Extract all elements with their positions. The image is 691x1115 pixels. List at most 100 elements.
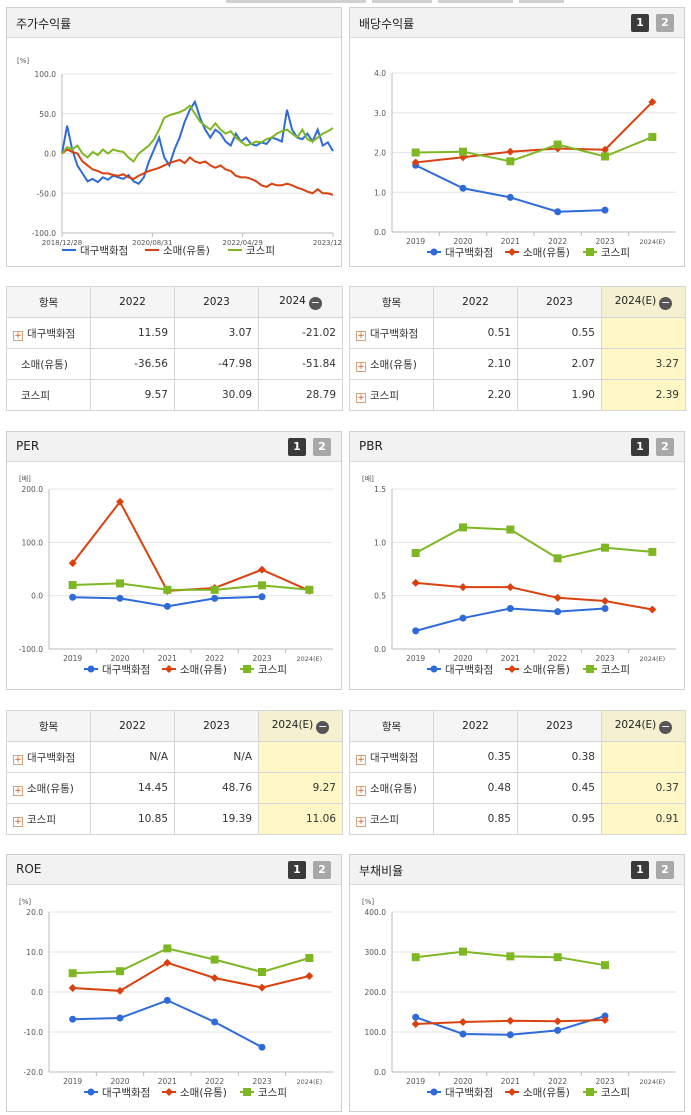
expand-plus-icon[interactable]: +: [356, 754, 366, 765]
table-row: + 코스피 0.85 0.95 0.91: [349, 803, 686, 835]
view-2-button[interactable]: 2: [313, 438, 331, 456]
y-tick-label: 20.0: [26, 908, 43, 917]
y-tick-label: 2.0: [374, 149, 386, 158]
expand-plus-icon[interactable]: +: [356, 785, 366, 796]
data-point: [430, 1088, 438, 1096]
col-header: 2023: [517, 286, 602, 318]
x-tick-label: 2022: [205, 654, 224, 663]
y-tick-label: 50.0: [39, 110, 56, 119]
series-line: [72, 999, 263, 1049]
value-cell: [601, 317, 686, 349]
top-tab-fragment: [438, 0, 513, 3]
value-cell: 28.79: [258, 379, 343, 411]
y-tick-label: 0.0: [374, 228, 386, 237]
data-point: [68, 984, 77, 992]
data-point: [554, 608, 562, 616]
data-point: [553, 593, 562, 602]
data-point: [69, 593, 77, 601]
data-point: [68, 969, 77, 978]
col-header-label: 2024(E): [614, 294, 657, 307]
value-cell: 0.85: [433, 803, 518, 835]
y-axis-unit: [%]: [19, 898, 31, 906]
collapse-minus-icon[interactable]: −: [659, 295, 673, 310]
collapse-minus-icon[interactable]: −: [308, 295, 322, 310]
view-1-button[interactable]: 1: [631, 861, 649, 879]
x-tick-label: 2024(E): [639, 238, 665, 246]
view-1-button[interactable]: 1: [288, 861, 306, 879]
data-point: [411, 148, 420, 157]
x-tick-label: 2022: [548, 1077, 567, 1086]
x-tick-label: 2021: [158, 1077, 177, 1086]
row-name-cell: + 대구백화점: [6, 317, 91, 349]
value-cell: 9.57: [90, 379, 175, 411]
view-2-button[interactable]: 2: [656, 861, 674, 879]
data-point: [411, 549, 420, 557]
table-row: 소매(유통) -36.56 -47.98 -51.84: [6, 348, 343, 380]
expand-plus-icon[interactable]: +: [356, 361, 366, 372]
table-row: + 대구백화점 N/A N/A: [6, 741, 343, 773]
data-point: [258, 983, 266, 992]
data-point: [210, 955, 219, 964]
panel-header: 부채비율 1 2: [350, 855, 684, 885]
data-point: [411, 953, 420, 962]
x-tick-label: 2020: [453, 654, 472, 663]
table-row: + 코스피 2.20 1.90 2.39: [349, 379, 686, 411]
data-point: [163, 958, 172, 967]
y-tick-label: 300.0: [365, 948, 387, 957]
top-tab-fragment: [372, 0, 432, 3]
view-1-button[interactable]: 1: [631, 438, 649, 456]
expand-plus-icon[interactable]: +: [13, 754, 23, 765]
data-point: [506, 525, 515, 534]
data-point: [210, 974, 219, 982]
data-point: [412, 627, 420, 635]
y-tick-label: 4.0: [374, 69, 386, 78]
row-name-cell: + 소매(유통): [349, 772, 434, 804]
row-name: 코스피: [370, 389, 399, 402]
series-line: [72, 582, 310, 591]
legend-label: 대구백화점: [445, 1087, 493, 1099]
expand-plus-icon[interactable]: +: [13, 785, 23, 796]
legend-label: 대구백화점: [102, 1087, 150, 1099]
expand-plus-icon[interactable]: +: [13, 330, 23, 341]
col-header: 2024(E) −: [601, 286, 686, 318]
view-2-button[interactable]: 2: [656, 438, 674, 456]
top-tab-fragment: [226, 0, 366, 3]
data-point: [506, 193, 514, 201]
table-row: 코스피 9.57 30.09 28.79: [6, 379, 343, 411]
value-cell: 10.85: [90, 803, 175, 835]
x-tick-label: 2024(E): [296, 655, 322, 663]
x-tick-label: 2024(E): [639, 1078, 665, 1086]
per-table: 항목 2022 2023 2024(E) − + 대구백화점 N/A N/A + 소매…: [6, 710, 343, 835]
legend-label: 소매(유통): [523, 664, 570, 676]
data-point: [116, 579, 124, 588]
view-1-button[interactable]: 1: [288, 438, 306, 456]
view-1-button[interactable]: 1: [631, 14, 649, 32]
data-point: [116, 594, 124, 602]
data-point: [258, 968, 266, 976]
y-axis-unit: [%]: [362, 898, 374, 906]
view-2-button[interactable]: 2: [313, 861, 331, 879]
expand-plus-icon[interactable]: +: [356, 816, 366, 827]
view-2-button[interactable]: 2: [656, 14, 674, 32]
data-point: [258, 1043, 266, 1051]
expand-plus-icon[interactable]: +: [13, 816, 23, 827]
data-point: [459, 147, 467, 156]
data-point: [211, 594, 219, 602]
data-point: [68, 581, 77, 589]
expand-plus-icon[interactable]: +: [356, 392, 366, 403]
x-tick-label: 2023: [595, 237, 614, 246]
data-point: [554, 208, 562, 216]
collapse-minus-icon[interactable]: −: [659, 719, 673, 734]
expand-plus-icon[interactable]: +: [356, 330, 366, 341]
per-line-chart: [배] 200.0 100.0 0.0 -100.0 2019 2020 2021 2022 20…: [19, 474, 333, 676]
x-tick-label: 2023: [595, 654, 614, 663]
value-cell: 2.20: [433, 379, 518, 411]
table-row: + 소매(유통) 2.10 2.07 3.27: [349, 348, 686, 380]
data-point: [553, 953, 562, 962]
y-tick-label: 0.5: [374, 592, 386, 601]
col-header: 2024(E) −: [258, 710, 343, 742]
x-tick-label: 2023/12/28: [313, 239, 341, 247]
row-name-cell: + 대구백화점: [349, 317, 434, 349]
collapse-minus-icon[interactable]: −: [316, 719, 330, 734]
